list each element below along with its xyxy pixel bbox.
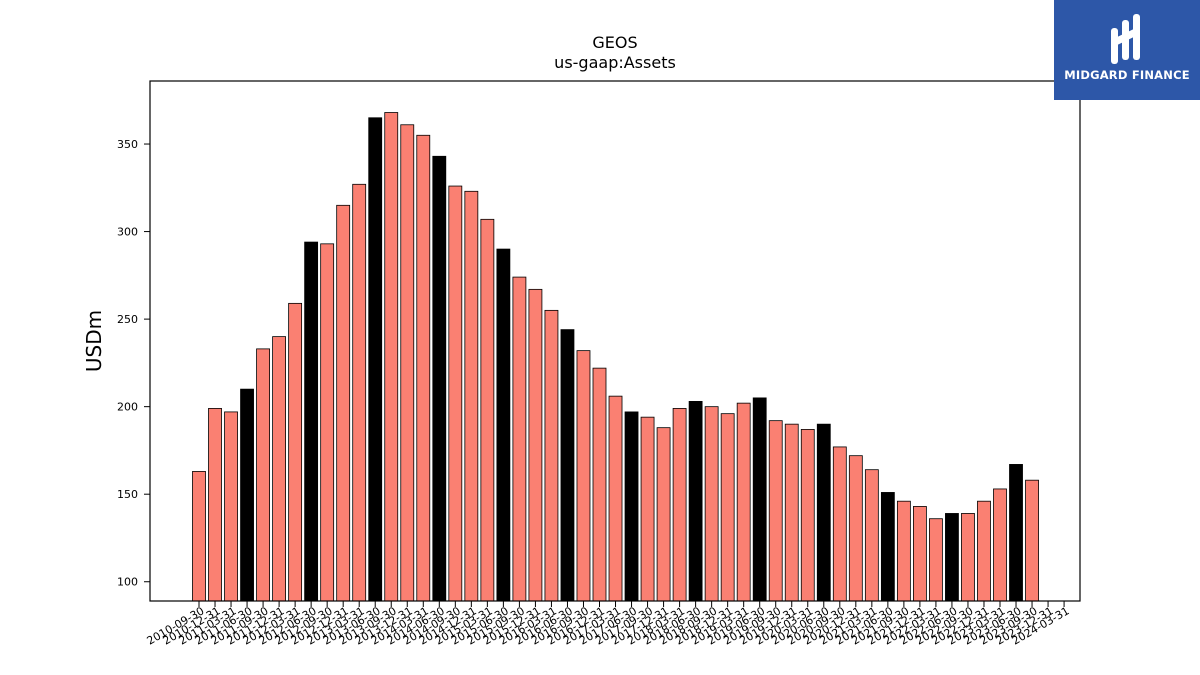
bar — [913, 506, 927, 602]
bar — [656, 427, 671, 602]
bar — [352, 183, 367, 602]
bar — [720, 413, 735, 602]
bar — [560, 329, 575, 602]
bar — [272, 336, 287, 602]
bar — [977, 500, 991, 602]
midgard-finance-logo: MIDGARD FINANCE — [1054, 0, 1200, 100]
bar — [192, 471, 206, 602]
bar — [304, 241, 319, 602]
plot-frame — [149, 80, 1081, 602]
bar — [368, 117, 383, 602]
y-tick-label: 250 — [117, 313, 138, 326]
bar — [1025, 479, 1039, 602]
bar — [672, 408, 687, 602]
bar — [864, 469, 879, 602]
bar — [400, 124, 415, 602]
bar — [1009, 464, 1023, 602]
bar — [256, 348, 270, 602]
y-axis-label: USDm — [82, 310, 106, 372]
chart-title: GEOS — [592, 33, 637, 52]
y-tick-label: 300 — [117, 226, 138, 239]
bar — [896, 500, 911, 602]
bar — [544, 309, 559, 602]
bar — [448, 185, 463, 602]
bar — [528, 288, 543, 602]
bars-group — [192, 112, 1039, 602]
bar — [816, 423, 831, 602]
bar — [480, 218, 495, 602]
bar — [752, 397, 767, 602]
bar — [512, 276, 527, 602]
chart-subtitle: us-gaap:Assets — [554, 53, 676, 72]
y-tick-label: 350 — [117, 138, 138, 151]
bar — [496, 248, 511, 602]
bar — [704, 406, 719, 602]
bar — [224, 411, 238, 602]
bar — [432, 155, 447, 602]
x-axis: 2010-09-302010-12-312011-03-312011-06-30… — [145, 601, 1072, 648]
bar — [384, 112, 399, 602]
bar — [208, 408, 222, 602]
y-tick-label: 100 — [117, 576, 138, 589]
bar — [945, 513, 959, 602]
bar — [929, 518, 943, 602]
y-tick-label: 150 — [117, 488, 138, 501]
bar — [768, 420, 783, 602]
bar — [848, 455, 863, 602]
bar — [832, 446, 847, 602]
bar — [993, 488, 1007, 602]
bar — [336, 204, 351, 602]
bar — [800, 429, 815, 602]
bar — [640, 416, 655, 602]
bar — [784, 423, 799, 602]
bar — [288, 302, 303, 602]
bar — [688, 400, 703, 602]
logo-mark-icon — [1111, 14, 1140, 64]
bar — [608, 395, 623, 602]
logo-text: MIDGARD FINANCE — [1064, 68, 1190, 82]
y-tick-label: 200 — [117, 401, 138, 414]
bar — [416, 134, 431, 602]
bar — [576, 350, 591, 602]
bar — [880, 492, 895, 602]
y-axis: 100 150 200 250 300 350 — [117, 138, 150, 589]
bar — [464, 190, 479, 602]
bar — [240, 388, 254, 602]
bar — [320, 243, 335, 602]
bar — [736, 402, 751, 602]
bar — [592, 367, 607, 602]
bar — [624, 411, 639, 602]
bar — [961, 513, 975, 602]
